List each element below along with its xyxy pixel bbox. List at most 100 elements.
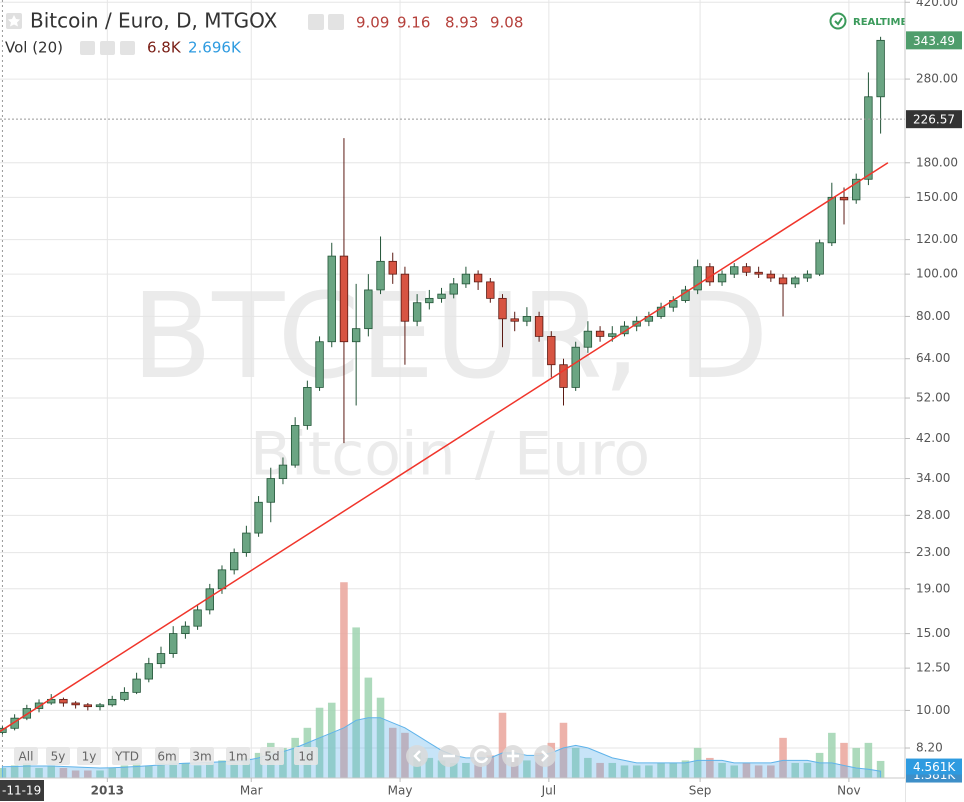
candle-body bbox=[693, 266, 702, 291]
range-button[interactable] bbox=[260, 747, 284, 765]
candle-body bbox=[156, 653, 166, 665]
reset[interactable] bbox=[470, 745, 492, 767]
candle-body bbox=[876, 39, 885, 98]
range-button-label[interactable]: All bbox=[19, 750, 34, 764]
volume-bar bbox=[96, 770, 104, 778]
range-button[interactable] bbox=[77, 747, 101, 765]
close-icon[interactable] bbox=[120, 41, 135, 55]
eye-icon[interactable] bbox=[80, 41, 95, 55]
range-button[interactable] bbox=[226, 747, 250, 765]
realtime-icon bbox=[829, 12, 847, 30]
x-tick-label: Mar bbox=[240, 784, 263, 798]
volume-bar bbox=[876, 760, 885, 778]
candle-body bbox=[608, 333, 617, 337]
range-button-label[interactable]: 6m bbox=[157, 750, 176, 764]
volume-bar bbox=[120, 765, 129, 778]
candle-body bbox=[559, 364, 568, 388]
realtime-badge: REALTIME bbox=[853, 17, 907, 28]
ohlc-value: 9.16 bbox=[397, 14, 430, 32]
price-axis bbox=[905, 0, 964, 802]
candle-body bbox=[132, 678, 141, 693]
volume-bar bbox=[108, 767, 116, 778]
volume-bar bbox=[10, 765, 19, 778]
volume-bar bbox=[681, 760, 690, 778]
x-tick-label: Jul bbox=[541, 784, 556, 798]
scroll-left[interactable] bbox=[406, 745, 428, 767]
range-button[interactable] bbox=[46, 747, 70, 765]
candle-body bbox=[815, 242, 824, 275]
scroll-right[interactable] bbox=[534, 745, 556, 767]
x-tick-label: Sep bbox=[689, 784, 712, 798]
realtime-check bbox=[834, 17, 843, 26]
eye-icon[interactable] bbox=[308, 14, 324, 30]
candle-body bbox=[364, 289, 373, 330]
range-button[interactable] bbox=[155, 747, 179, 765]
price-line-box bbox=[906, 110, 962, 129]
watermark-name: Bitcoin / Euro bbox=[250, 420, 650, 490]
candle-body bbox=[754, 271, 763, 275]
volume-bar bbox=[632, 765, 641, 778]
candle-body bbox=[498, 297, 507, 320]
range-button-label[interactable]: 1y bbox=[82, 750, 97, 764]
range-button[interactable] bbox=[294, 747, 318, 765]
volume-bar bbox=[218, 760, 226, 778]
candle-body bbox=[144, 663, 153, 680]
range-button-label[interactable]: 1d bbox=[298, 750, 313, 764]
candle-body bbox=[571, 346, 580, 388]
candle-body bbox=[400, 273, 410, 322]
grid-layer bbox=[0, 0, 905, 778]
range-button-label[interactable]: 1m bbox=[228, 750, 247, 764]
candle-body bbox=[449, 283, 458, 295]
candle-body bbox=[351, 328, 361, 343]
candle-body bbox=[852, 178, 861, 201]
volume-bar bbox=[206, 762, 214, 778]
y-tick-label: 15.00 bbox=[916, 626, 950, 640]
volume-bar bbox=[0, 767, 7, 778]
candle-body bbox=[266, 478, 275, 503]
y-tick-label: 23.00 bbox=[916, 545, 950, 559]
volume-bar bbox=[23, 762, 31, 778]
candle-body bbox=[217, 569, 227, 590]
volume-ma-value: 2.696K bbox=[188, 39, 242, 57]
volume-bar bbox=[364, 677, 373, 778]
last-price-label: 343.49 bbox=[913, 34, 955, 48]
volume-bar bbox=[693, 747, 702, 778]
symbol-title: Bitcoin / Euro, D, MTGOX bbox=[30, 9, 278, 33]
settings-icon[interactable] bbox=[328, 14, 344, 30]
settings-icon[interactable] bbox=[100, 41, 115, 55]
volume-bar bbox=[59, 767, 68, 778]
volume-bar bbox=[596, 762, 604, 778]
volume-bar bbox=[791, 762, 800, 778]
candle-body bbox=[327, 255, 336, 343]
volume-bar bbox=[401, 732, 409, 778]
y-tick-label: 34.00 bbox=[916, 471, 950, 485]
volume-bar bbox=[742, 762, 751, 778]
y-tick-label: 8.20 bbox=[916, 741, 943, 755]
candle-body bbox=[522, 316, 532, 322]
range-button-label[interactable]: 5d bbox=[264, 750, 279, 764]
candle-body bbox=[425, 297, 434, 304]
scroll-controls bbox=[406, 745, 556, 767]
volume-bar bbox=[35, 767, 43, 778]
x-tick-label: -11-19 bbox=[2, 784, 41, 798]
range-button[interactable] bbox=[190, 747, 214, 765]
range-button[interactable] bbox=[112, 747, 142, 765]
volume-bar bbox=[803, 762, 812, 778]
volume-bar bbox=[767, 765, 775, 778]
y-tick-label: 120.00 bbox=[916, 232, 958, 246]
volume-bar bbox=[706, 757, 714, 778]
control-glyphs bbox=[413, 750, 549, 762]
range-button[interactable] bbox=[14, 747, 38, 765]
range-button-label[interactable]: 5y bbox=[51, 750, 66, 764]
volume-bar bbox=[523, 760, 531, 778]
range-buttons: All 5y 1y YTD 6m 3m 1m 5d 1d bbox=[14, 747, 318, 765]
volume-bar bbox=[510, 757, 519, 778]
candle-body bbox=[169, 633, 178, 654]
range-button-label[interactable]: 3m bbox=[192, 750, 211, 764]
range-button-label[interactable]: YTD bbox=[114, 750, 139, 764]
volume-title: Vol (20) bbox=[5, 39, 63, 57]
x-tick-label: May bbox=[388, 784, 413, 798]
volume-bar bbox=[840, 742, 848, 778]
